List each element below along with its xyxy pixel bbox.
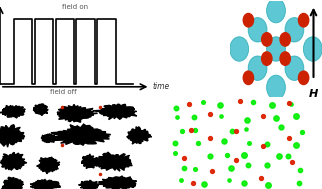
Polygon shape [51, 124, 111, 145]
Polygon shape [127, 127, 152, 144]
Polygon shape [79, 180, 99, 189]
Polygon shape [81, 154, 97, 169]
Circle shape [298, 71, 309, 84]
Circle shape [262, 52, 272, 65]
Circle shape [267, 75, 285, 99]
Text: time: time [153, 82, 170, 91]
Circle shape [267, 0, 285, 23]
Polygon shape [0, 152, 27, 170]
Polygon shape [98, 176, 137, 189]
Circle shape [243, 71, 253, 84]
Polygon shape [0, 125, 24, 147]
Polygon shape [57, 104, 97, 122]
Circle shape [248, 56, 267, 80]
Circle shape [280, 52, 290, 65]
Circle shape [285, 56, 304, 80]
Polygon shape [33, 104, 48, 116]
Polygon shape [93, 152, 132, 171]
Circle shape [248, 18, 267, 42]
Polygon shape [37, 157, 60, 174]
Polygon shape [42, 134, 56, 143]
Circle shape [243, 13, 253, 27]
Circle shape [262, 33, 272, 46]
Polygon shape [93, 104, 137, 120]
Circle shape [230, 37, 248, 61]
Polygon shape [30, 180, 61, 189]
Circle shape [304, 37, 322, 61]
Circle shape [280, 33, 290, 46]
Text: field off: field off [50, 89, 77, 95]
Polygon shape [2, 177, 24, 189]
Text: field on: field on [62, 4, 88, 10]
Circle shape [267, 37, 285, 61]
Polygon shape [0, 105, 25, 118]
Text: H: H [309, 89, 318, 99]
Circle shape [298, 13, 309, 27]
Circle shape [285, 18, 304, 42]
